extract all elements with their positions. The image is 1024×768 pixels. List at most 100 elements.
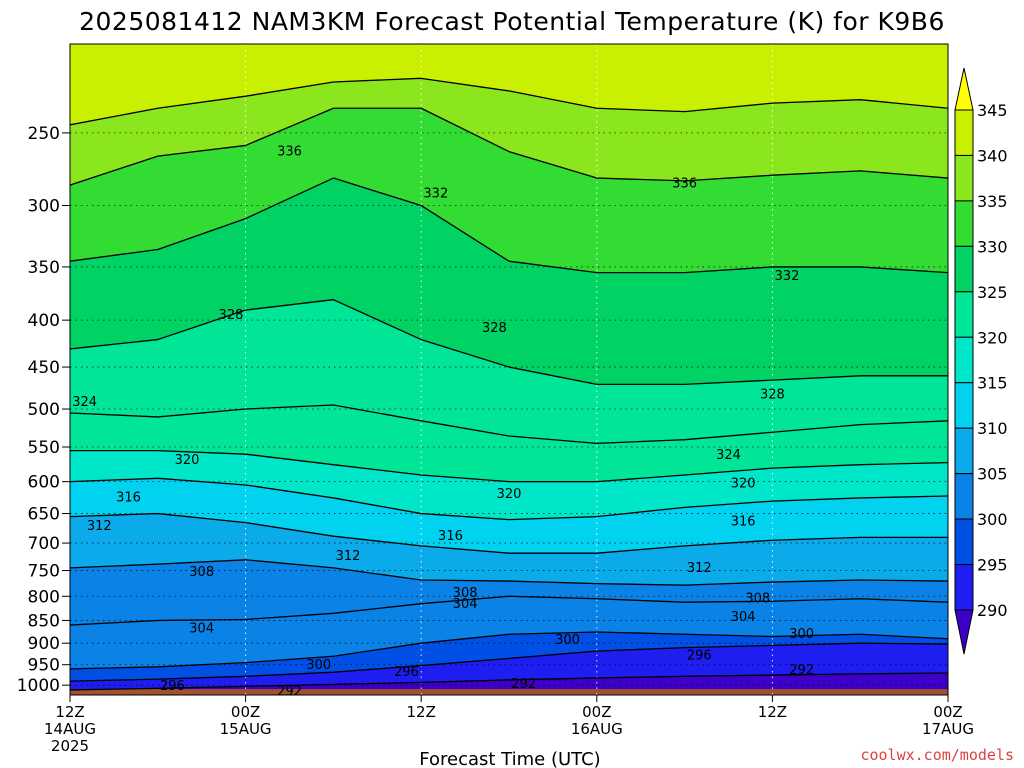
isentrope-340 — [70, 77, 948, 126]
contour-label: 312 — [687, 561, 712, 576]
contour-label: 328 — [760, 387, 785, 402]
isentrope-292 — [70, 672, 948, 691]
y-axis-ticks: 250 300 350 400 450 500 550 600 650 700 750 800 850 9… — [17, 124, 70, 696]
theta-fill-bands — [70, 44, 948, 695]
y-tick-label: 950 — [28, 656, 60, 676]
colorbar-label: 290 — [977, 601, 1008, 620]
colorbar-swatch — [954, 291, 974, 338]
y-tick-label: 600 — [28, 473, 60, 493]
colorbar-extend-top — [954, 67, 974, 111]
y-tick-label: 400 — [28, 311, 60, 331]
colorbar-swatch — [954, 154, 974, 202]
isentrope-316 — [70, 477, 948, 521]
band-340 — [70, 44, 948, 125]
contour-label: 332 — [423, 186, 448, 201]
isentrope-296 — [70, 642, 948, 682]
contour-label: 300 — [789, 627, 814, 642]
band-304 — [70, 559, 948, 626]
colorbar-swatch — [954, 473, 974, 520]
contour-label: 296 — [160, 679, 185, 694]
contour-labels: 336 332 336 332 328 328 328 324 324 320 320 320 316 3… — [72, 145, 814, 700]
band-308 — [70, 513, 948, 586]
contour-label: 300 — [555, 633, 580, 648]
contour-label: 336 — [277, 145, 302, 160]
isentrope-332 — [70, 177, 948, 274]
contour-label: 308 — [745, 592, 770, 607]
x-tick-label: 17AUG — [922, 720, 974, 738]
isentrope-312 — [70, 512, 948, 554]
isentrope-300 — [70, 631, 948, 670]
contour-label: 296 — [394, 665, 419, 680]
colorbar-swatch — [954, 109, 974, 156]
contour-label: 300 — [306, 658, 331, 673]
contour-label: 328 — [219, 308, 244, 323]
contour-label: 296 — [687, 648, 712, 663]
colorbar-swatch — [954, 564, 974, 611]
credit-text: coolwx.com/models — [860, 746, 1014, 764]
contour-label: 292 — [511, 677, 536, 692]
contour-label: 316 — [116, 490, 141, 505]
x-tick-label: 15AUG — [220, 720, 272, 738]
contour-label: 308 — [453, 586, 478, 601]
contour-label: 312 — [336, 549, 361, 564]
colorbar-label: 295 — [977, 556, 1008, 575]
ground-rect — [70, 689, 948, 695]
x-tick-label: 00Z — [582, 703, 611, 721]
y-tick-label: 900 — [28, 634, 60, 654]
y-tick-label: 800 — [28, 587, 60, 607]
contour-label: 324 — [716, 448, 741, 463]
colorbar-label: 340 — [977, 146, 1008, 165]
x-tick-label: 2025 — [51, 737, 89, 755]
isentrope-324 — [70, 404, 948, 445]
band-320 — [70, 405, 948, 482]
ground-surface — [70, 689, 948, 695]
colorbar-swatch — [954, 336, 974, 384]
x-tick-label: 12Z — [407, 703, 436, 721]
contour-label: 328 — [482, 321, 507, 336]
y-tick-label: 650 — [28, 505, 60, 525]
y-tick-label: 550 — [28, 438, 60, 458]
colorbar-label: 335 — [977, 192, 1008, 211]
contour-label: 304 — [453, 597, 478, 612]
isentrope-308 — [70, 559, 948, 586]
plot-frame — [69, 43, 949, 696]
band-332 — [70, 108, 948, 273]
band-296 — [70, 631, 948, 682]
y-tick-label: 450 — [28, 358, 60, 378]
contour-label: 304 — [189, 621, 214, 636]
x-tick-label: 14AUG — [44, 720, 96, 738]
contour-label: 292 — [277, 684, 302, 699]
y-tick-label: 750 — [28, 562, 60, 582]
colorbar-swatch — [954, 245, 974, 293]
chart-title: 2025081412 NAM3KM Forecast Potential Tem… — [79, 7, 945, 36]
contour-label: 336 — [672, 177, 697, 192]
y-tick-label: 1000 — [17, 676, 60, 696]
contour-label: 308 — [189, 565, 214, 580]
contour-label: 312 — [87, 519, 112, 534]
isentrope-contours — [70, 77, 948, 691]
y-tick-label: 350 — [28, 258, 60, 278]
isentrope-328 — [70, 299, 948, 386]
colorbar-label: 320 — [977, 328, 1008, 347]
band-292 — [70, 643, 948, 690]
colorbar-label: 330 — [977, 237, 1008, 256]
colorbar-label: 310 — [977, 419, 1008, 438]
isentrope-336 — [70, 107, 948, 186]
x-tick-label: 12Z — [55, 703, 84, 721]
colorbar-swatch — [954, 200, 974, 247]
colorbar-label: 325 — [977, 283, 1008, 302]
contour-label: 320 — [497, 487, 522, 502]
band-336 — [70, 78, 948, 186]
band-328 — [70, 178, 948, 385]
contour-label: 316 — [438, 529, 463, 544]
colorbar-label: 345 — [977, 101, 1008, 120]
colorbar-label: 315 — [977, 374, 1008, 393]
y-tick-label: 700 — [28, 534, 60, 554]
isentrope-320 — [70, 449, 948, 483]
band-316 — [70, 450, 948, 520]
colorbar-swatch — [954, 518, 974, 566]
contour-label: 304 — [731, 610, 756, 625]
x-tick-label: 16AUG — [571, 720, 623, 738]
colorbar: 345 340 335 330 325 320 315 310 305 300 295 290 — [954, 67, 1008, 655]
